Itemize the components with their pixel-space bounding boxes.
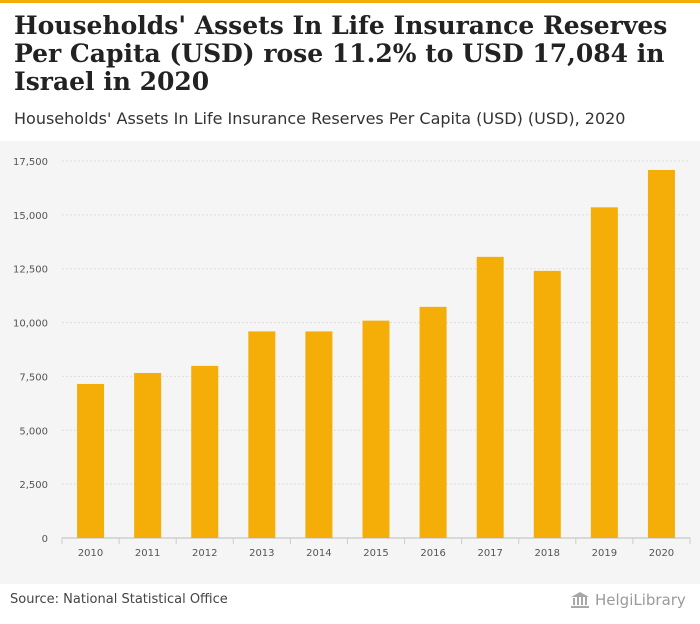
y-tick-label: 7,500 — [19, 372, 48, 383]
chart-subtitle: Households' Assets In Life Insurance Res… — [14, 109, 626, 128]
bar — [191, 365, 219, 538]
bar — [305, 331, 333, 538]
bar — [134, 372, 162, 538]
bar — [248, 331, 276, 538]
chart-panel: 0 2,500 5,000 7,500 10,000 12,500 15,000 17,500… — [0, 141, 700, 584]
bar — [77, 383, 105, 538]
x-tick-label: 2014 — [306, 548, 331, 559]
x-tick-label: 2020 — [649, 548, 674, 559]
bar-chart: 0 2,500 5,000 7,500 10,000 12,500 15,000 17,500… — [13, 157, 691, 559]
helgi-library-logo: HelgiLibrary — [569, 589, 686, 611]
bar — [419, 306, 447, 538]
x-tick-label: 2017 — [477, 548, 502, 559]
y-tick-label: 17,500 — [13, 157, 48, 168]
bar — [647, 169, 675, 538]
y-tick-label: 10,000 — [13, 319, 48, 330]
y-tick-label: 2,500 — [19, 480, 48, 491]
bar — [476, 256, 504, 538]
x-tick-label: 2011 — [135, 548, 160, 559]
source-note: Source: National Statistical Office — [10, 592, 228, 607]
bar — [362, 320, 390, 538]
x-tick-label: 2019 — [592, 548, 617, 559]
y-tick-label: 12,500 — [13, 265, 48, 276]
y-tick-label: 0 — [42, 534, 48, 545]
bar — [533, 270, 561, 538]
x-tick-label: 2012 — [192, 548, 217, 559]
y-tick-label: 5,000 — [19, 426, 48, 437]
logo-text: HelgiLibrary — [595, 591, 686, 609]
y-tick-label: 15,000 — [13, 211, 48, 222]
library-building-icon — [571, 592, 589, 608]
x-tick-label: 2018 — [535, 548, 560, 559]
x-tick-label: 2013 — [249, 548, 274, 559]
x-tick-label: 2016 — [420, 548, 445, 559]
x-tick-label: 2010 — [78, 548, 103, 559]
bar — [590, 207, 618, 538]
x-tick-label: 2015 — [363, 548, 388, 559]
top-accent-rule — [0, 0, 700, 3]
page-title: Households' Assets In Life Insurance Res… — [14, 11, 668, 96]
